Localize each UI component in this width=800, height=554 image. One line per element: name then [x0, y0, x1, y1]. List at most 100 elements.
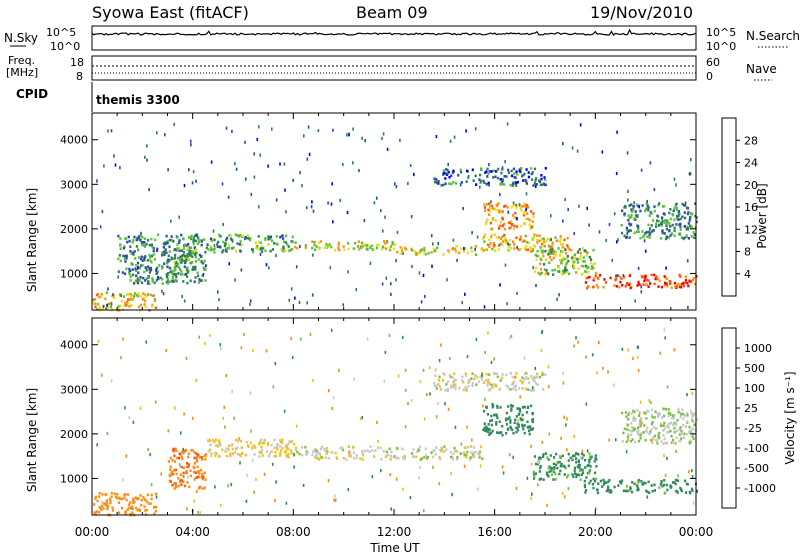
heatmap-cell [424, 294, 426, 299]
heatmap-cell [464, 247, 467, 250]
heatmap-cell [675, 449, 677, 453]
heatmap-cell [184, 243, 187, 246]
heatmap-cell [134, 292, 137, 295]
heatmap-cell [304, 445, 307, 449]
heatmap-cell [160, 472, 162, 476]
heatmap-cell [552, 249, 555, 253]
heatmap-cell [288, 249, 291, 253]
heatmap-cell [216, 245, 219, 249]
heatmap-cell [682, 412, 685, 416]
heatmap-cell [474, 127, 477, 131]
heatmap-cell [581, 452, 584, 455]
heatmap-cell [501, 166, 504, 170]
heatmap-cell [435, 181, 438, 184]
freq-tick-low: 8 [76, 70, 83, 83]
heatmap-cell [110, 129, 113, 133]
heatmap-cell [454, 383, 457, 386]
heatmap-cell [311, 200, 313, 204]
heatmap-cell [566, 236, 569, 240]
heatmap-cell [584, 458, 587, 462]
heatmap-cell [219, 343, 222, 347]
heatmap-cell [484, 171, 487, 174]
heatmap-cell [222, 240, 225, 244]
heatmap-cell [491, 207, 495, 210]
heatmap-cell [508, 243, 511, 246]
heatmap-cell [210, 239, 213, 243]
heatmap-cell [107, 306, 110, 309]
heatmap-cell [419, 380, 422, 384]
heatmap-cell [613, 485, 616, 489]
freq-unit-label: [MHz] [6, 66, 38, 79]
heatmap-cell [375, 196, 378, 200]
heatmap-cell [688, 279, 691, 283]
heatmap-cell [290, 287, 293, 291]
heatmap-cell [524, 217, 527, 221]
heatmap-cell [135, 497, 138, 500]
heatmap-cell [164, 248, 167, 251]
heatmap-cell [187, 258, 190, 261]
heatmap-cell [636, 355, 639, 359]
heatmap-cell [527, 405, 530, 409]
heatmap-cell [193, 456, 196, 460]
heatmap-cell [679, 275, 682, 278]
heatmap-cell [544, 452, 548, 455]
heatmap-cell [101, 210, 104, 214]
heatmap-cell [181, 294, 183, 299]
heatmap-cell [216, 242, 218, 246]
heatmap-cell [449, 356, 451, 361]
heatmap-cell [407, 181, 409, 186]
heatmap-cell [166, 241, 169, 245]
heatmap-cell [117, 234, 120, 238]
heatmap-cell [490, 200, 492, 204]
heatmap-cell [512, 240, 515, 243]
heatmap-cell [647, 279, 650, 282]
heatmap-cell [484, 248, 487, 251]
heatmap-cell [250, 192, 253, 196]
noise-tick-high-left: 10^5 [46, 26, 76, 39]
heatmap-cell [607, 480, 610, 484]
heatmap-cell [359, 417, 362, 421]
heatmap-cell [488, 433, 491, 436]
heatmap-cell [628, 236, 631, 239]
heatmap-cell [479, 173, 482, 177]
heatmap-cell [147, 293, 150, 296]
heatmap-cell [390, 450, 393, 454]
heatmap-cell [251, 446, 254, 450]
heatmap-cell [152, 294, 155, 297]
heatmap-cell [485, 218, 488, 221]
heatmap-cell [126, 493, 129, 496]
heatmap-cell [630, 213, 633, 217]
heatmap-cell [538, 234, 541, 238]
heatmap-cell [306, 157, 309, 161]
heatmap-cell [452, 452, 455, 455]
heatmap-cell [492, 241, 495, 245]
heatmap-cell [279, 453, 282, 457]
heatmap-cell [663, 232, 666, 235]
heatmap-cell [382, 132, 385, 136]
heatmap-cell [154, 306, 157, 310]
heatmap-cell [385, 240, 388, 243]
heatmap-cell [198, 253, 201, 257]
heatmap-cell [695, 418, 698, 421]
heatmap-cell [489, 204, 492, 208]
heatmap-cell [571, 259, 574, 263]
heatmap-cell [289, 440, 292, 444]
heatmap-cell [665, 235, 668, 238]
heatmap-cell [95, 510, 98, 513]
heatmap-cell [691, 419, 694, 423]
heatmap-cell [257, 442, 261, 446]
heatmap-cell [633, 217, 636, 220]
heatmap-cell [241, 452, 244, 455]
heatmap-cell [156, 275, 159, 279]
heatmap-cell [573, 344, 575, 348]
heatmap-cell [563, 269, 566, 272]
heatmap-cell [376, 420, 378, 425]
heatmap-cell [548, 252, 552, 256]
heatmap-cell [586, 270, 589, 274]
heatmap-cell [513, 172, 516, 175]
heatmap-cell [489, 221, 492, 225]
heatmap-cell [153, 299, 156, 303]
heatmap-cell [386, 453, 389, 456]
heatmap-cell [170, 239, 173, 242]
heatmap-cell [196, 271, 199, 275]
